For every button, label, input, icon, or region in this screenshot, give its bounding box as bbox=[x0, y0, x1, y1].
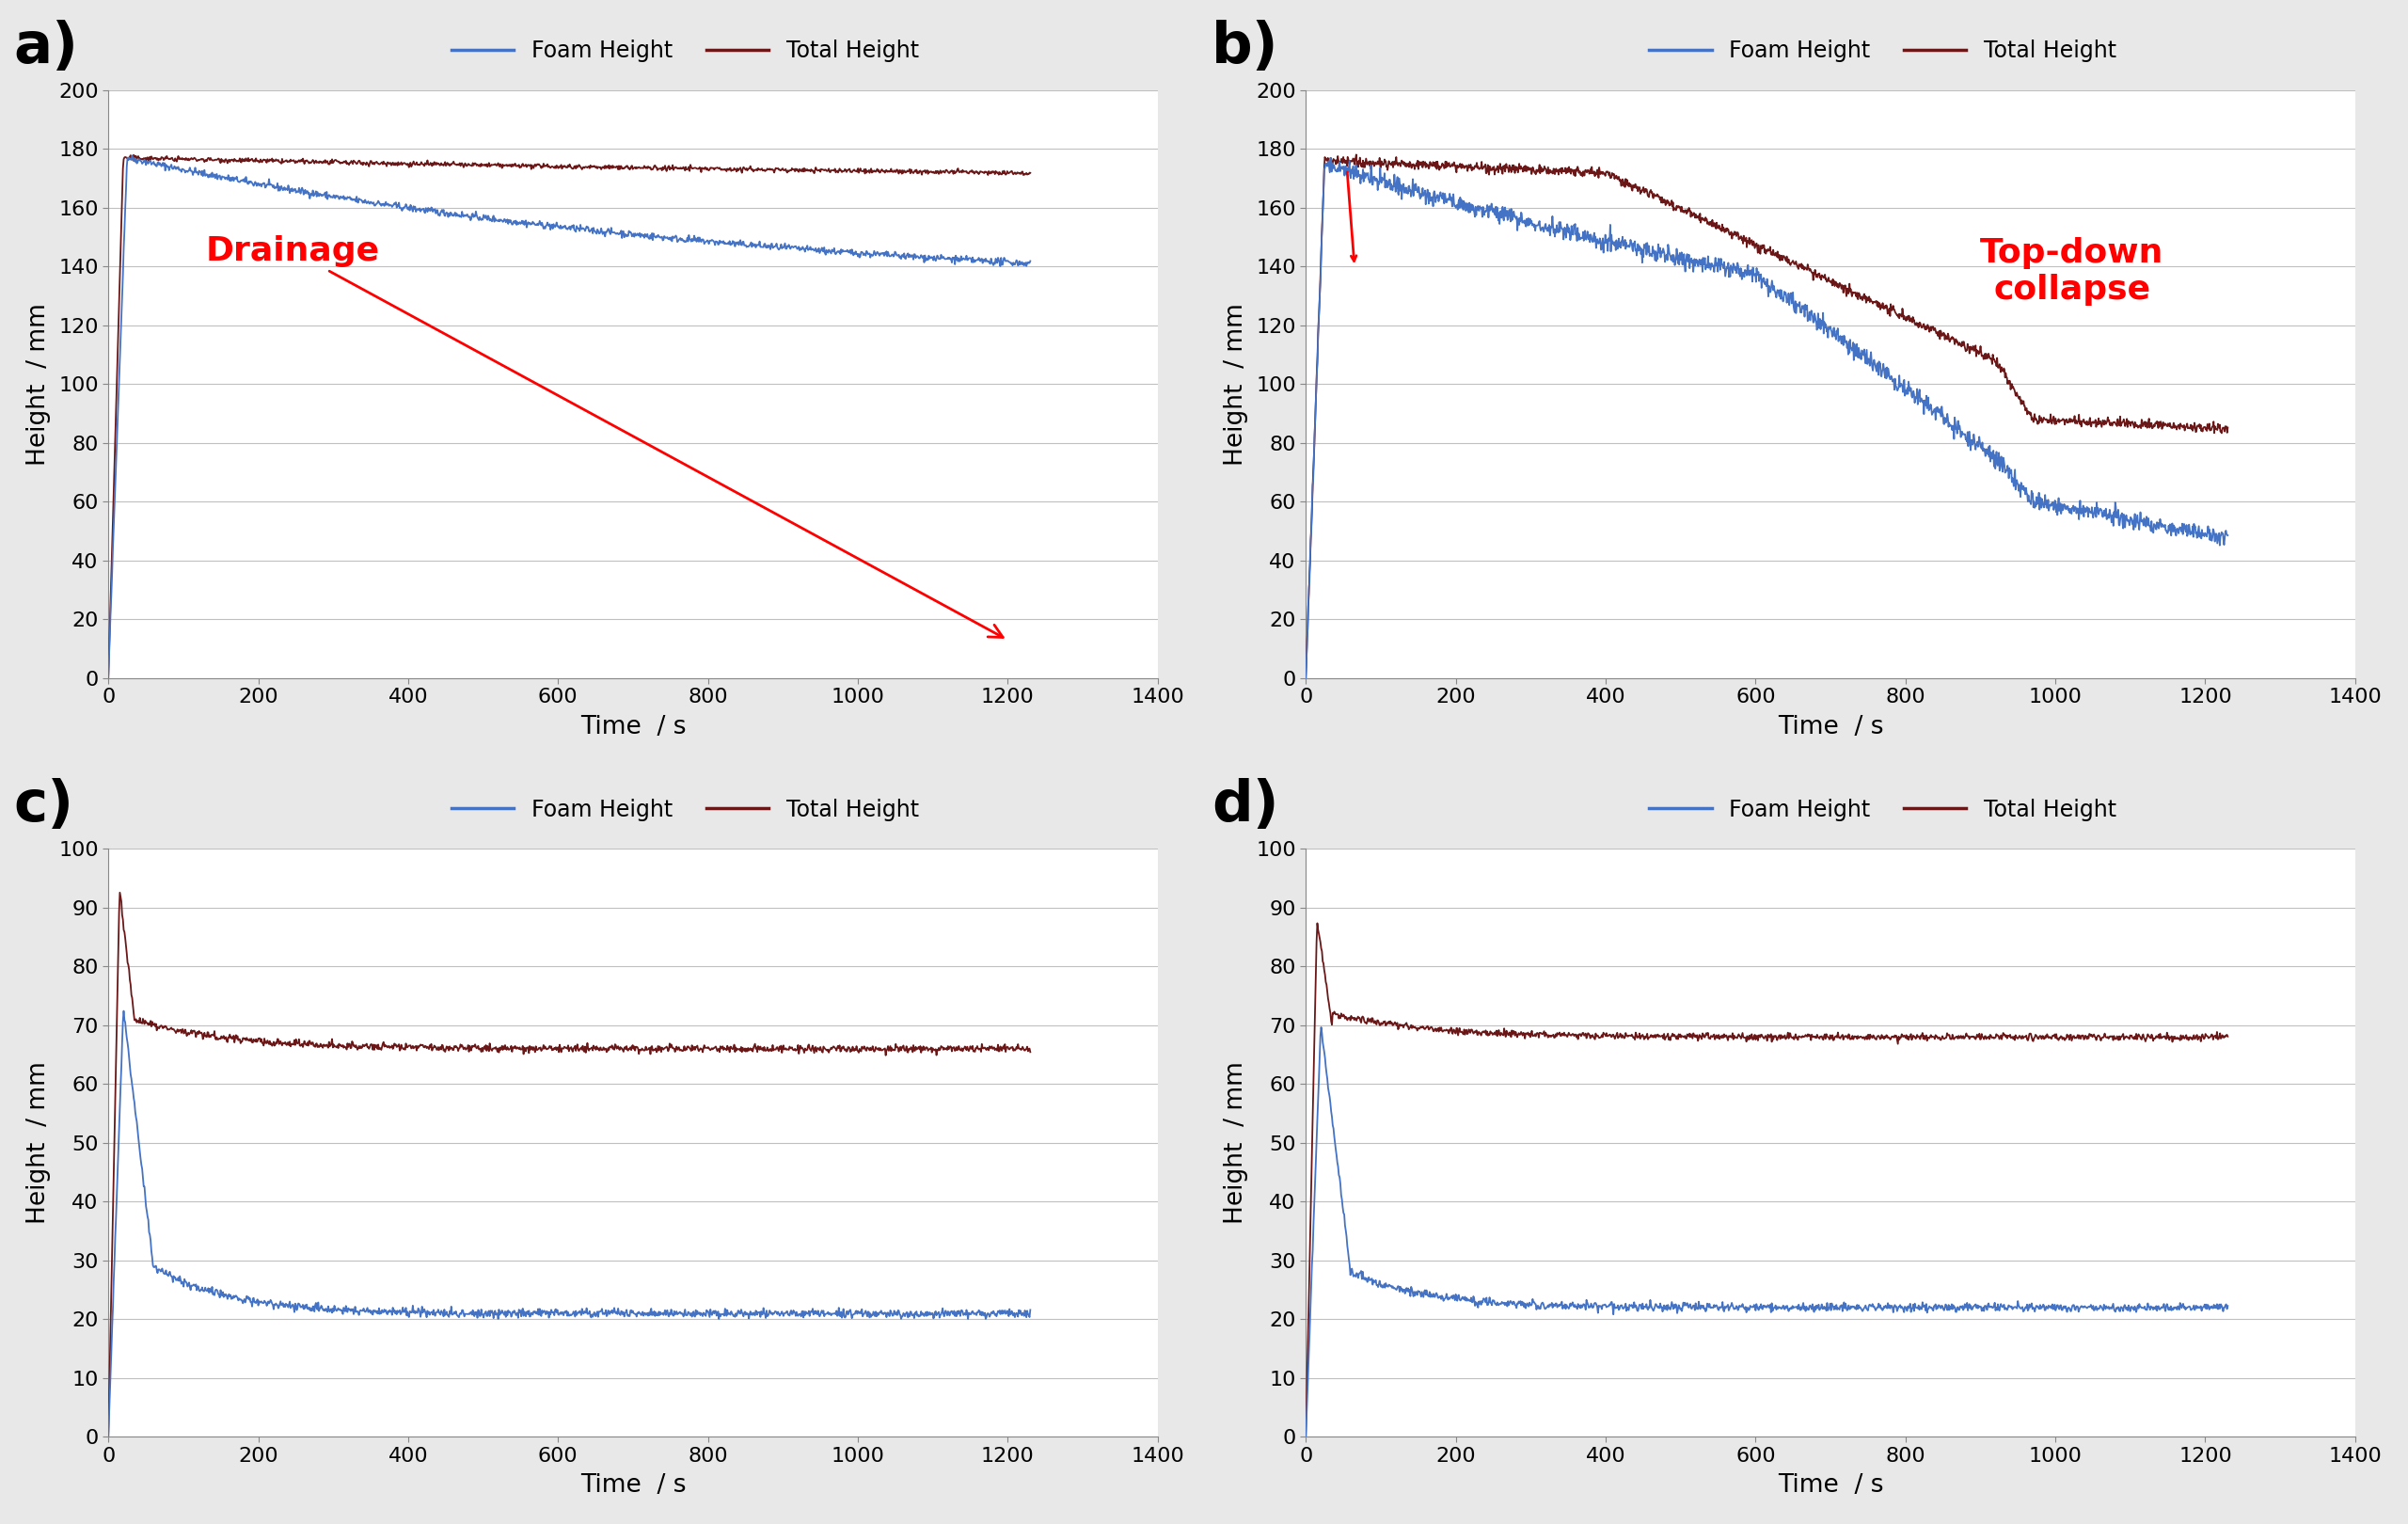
Text: a): a) bbox=[14, 20, 79, 75]
Y-axis label: Height  / mm: Height / mm bbox=[1223, 303, 1247, 465]
Legend: Foam Height, Total Height: Foam Height, Total Height bbox=[1640, 30, 2126, 72]
Y-axis label: Height  / mm: Height / mm bbox=[26, 1062, 51, 1224]
X-axis label: Time  / s: Time / s bbox=[1777, 1474, 1883, 1498]
Y-axis label: Height  / mm: Height / mm bbox=[1223, 1062, 1247, 1224]
X-axis label: Time  / s: Time / s bbox=[1777, 715, 1883, 739]
Text: b): b) bbox=[1211, 20, 1279, 75]
X-axis label: Time  / s: Time / s bbox=[580, 1474, 686, 1498]
Legend: Foam Height, Total Height: Foam Height, Total Height bbox=[443, 30, 927, 72]
Text: c): c) bbox=[14, 779, 75, 834]
Legend: Foam Height, Total Height: Foam Height, Total Height bbox=[1640, 789, 2126, 829]
Legend: Foam Height, Total Height: Foam Height, Total Height bbox=[443, 789, 927, 829]
Text: Top-down
collapse: Top-down collapse bbox=[1979, 238, 2165, 306]
Y-axis label: Height  / mm: Height / mm bbox=[26, 303, 51, 465]
Text: Drainage: Drainage bbox=[205, 235, 1004, 637]
Text: d): d) bbox=[1211, 779, 1279, 834]
X-axis label: Time  / s: Time / s bbox=[580, 715, 686, 739]
